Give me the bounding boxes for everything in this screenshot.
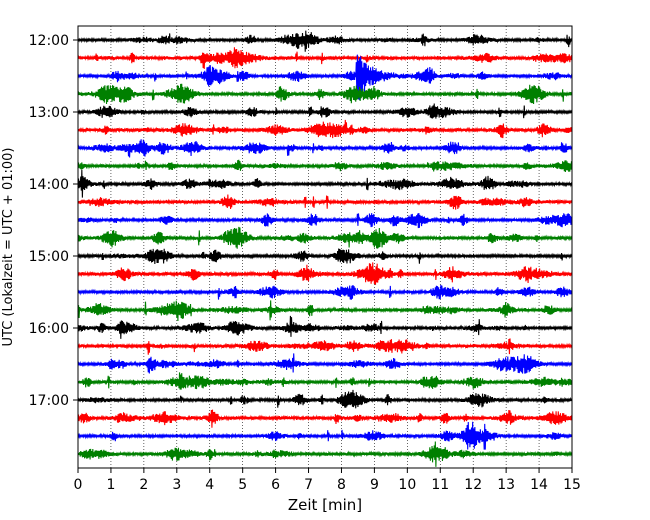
trace-1700 [77,389,573,409]
trace-1200 [77,30,573,52]
y-tick-label: 14:00 [29,177,69,193]
trace-1445 [77,226,573,249]
trace-1400 [77,169,573,198]
trace-1415 [77,194,573,210]
trace-1215 [77,47,573,69]
trace-1230 [77,54,573,101]
trace-1630 [77,353,573,374]
trace-1515 [77,262,573,285]
trace-1645 [77,372,573,390]
y-axis-ticks: 12:00 13:00 14:00 15:00 16:00 17:00 [29,33,78,409]
x-tick-label: 1 [106,477,115,493]
x-tick-label: 10 [398,477,416,493]
trace-1745 [77,441,573,467]
x-tick-label: 4 [205,477,214,493]
x-axis-ticks: 0 1 2 3 4 5 6 7 8 9 10 11 12 13 14 15 [74,468,581,493]
x-tick-label: 0 [74,477,83,493]
x-tick-label: 13 [497,477,515,493]
y-tick-label: 12:00 [29,33,69,49]
x-tick-label: 7 [304,477,313,493]
trace-1430 [77,213,573,229]
trace-1615 [77,338,573,355]
x-tick-label: 14 [530,477,548,493]
trace-1315 [77,119,573,139]
x-tick-label: 11 [431,477,449,493]
x-tick-label: 8 [337,477,346,493]
trace-1500 [77,248,573,265]
x-axis-label: Zeit [min] [288,496,362,514]
x-tick-label: 5 [238,477,247,493]
y-tick-label: 16:00 [29,321,69,337]
seismic-traces [77,30,573,467]
x-tick-label: 2 [139,477,148,493]
x-tick-label: 9 [370,477,379,493]
y-tick-label: 13:00 [29,105,69,121]
x-tick-label: 15 [563,477,581,493]
trace-1245 [77,83,573,104]
x-tick-label: 6 [271,477,280,493]
trace-1330 [77,139,573,158]
y-axis-label: UTC (Lokalzeit = UTC + 01:00) [1,148,16,347]
trace-1530 [77,284,573,300]
y-tick-label: 17:00 [29,393,69,409]
trace-1300 [77,103,573,119]
trace-1345 [77,159,573,172]
plot-frame [77,25,573,469]
x-tick-label: 3 [172,477,181,493]
trace-1600 [77,315,573,339]
y-tick-label: 15:00 [29,249,69,265]
trace-1545 [77,300,573,321]
trace-1730 [77,421,573,450]
trace-1715 [77,409,573,428]
x-tick-label: 12 [464,477,482,493]
